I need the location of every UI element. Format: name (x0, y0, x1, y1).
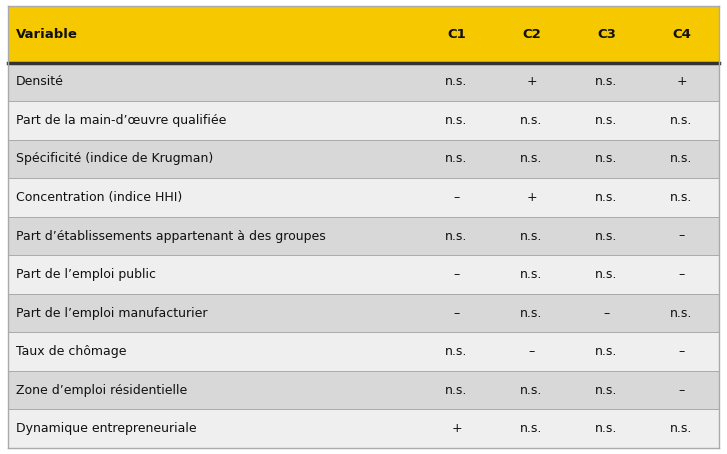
Text: C2: C2 (522, 28, 541, 41)
Text: C3: C3 (597, 28, 616, 41)
Bar (644, 6, 719, 63)
Text: Part d’établissements appartenant à des groupes: Part d’établissements appartenant à des … (16, 230, 326, 242)
Bar (419, 6, 494, 63)
Text: Part de la main-d’œuvre qualifiée: Part de la main-d’œuvre qualifiée (16, 114, 226, 127)
Text: +: + (526, 75, 537, 89)
Text: Part de l’emploi public: Part de l’emploi public (16, 268, 156, 281)
Text: +: + (451, 422, 462, 435)
Bar (8, 140, 719, 178)
Bar (569, 6, 644, 63)
Text: Densité: Densité (16, 75, 64, 89)
Text: n.s.: n.s. (445, 384, 467, 397)
Text: C1: C1 (447, 28, 466, 41)
Bar (8, 63, 719, 101)
Text: +: + (676, 75, 687, 89)
Text: –: – (678, 230, 685, 242)
Text: Concentration (indice HHI): Concentration (indice HHI) (16, 191, 182, 204)
Text: n.s.: n.s. (445, 114, 467, 127)
Text: Dynamique entrepreneuriale: Dynamique entrepreneuriale (16, 422, 196, 435)
Bar (8, 178, 719, 217)
Text: +: + (526, 191, 537, 204)
Text: n.s.: n.s. (521, 230, 542, 242)
Text: n.s.: n.s. (445, 153, 467, 165)
Text: n.s.: n.s. (595, 230, 618, 242)
Text: Taux de chômage: Taux de chômage (16, 345, 126, 358)
Bar (8, 101, 719, 140)
Text: n.s.: n.s. (595, 384, 618, 397)
Text: n.s.: n.s. (595, 75, 618, 89)
Text: –: – (454, 306, 459, 320)
Text: –: – (678, 345, 685, 358)
Text: n.s.: n.s. (595, 345, 618, 358)
Text: –: – (454, 268, 459, 281)
Text: –: – (603, 306, 610, 320)
Text: n.s.: n.s. (595, 191, 618, 204)
Text: n.s.: n.s. (670, 422, 693, 435)
Text: –: – (678, 268, 685, 281)
Text: C4: C4 (672, 28, 691, 41)
Text: n.s.: n.s. (670, 306, 693, 320)
Bar (8, 6, 419, 63)
Text: n.s.: n.s. (521, 384, 542, 397)
Text: n.s.: n.s. (521, 153, 542, 165)
Text: n.s.: n.s. (521, 114, 542, 127)
Text: n.s.: n.s. (445, 75, 467, 89)
Bar (8, 332, 719, 371)
Text: Spécificité (indice de Krugman): Spécificité (indice de Krugman) (16, 153, 213, 165)
Text: n.s.: n.s. (595, 422, 618, 435)
Text: n.s.: n.s. (445, 230, 467, 242)
Text: n.s.: n.s. (521, 268, 542, 281)
Bar (8, 255, 719, 294)
Text: n.s.: n.s. (595, 114, 618, 127)
Text: –: – (678, 384, 685, 397)
Text: –: – (529, 345, 534, 358)
Text: n.s.: n.s. (595, 153, 618, 165)
Text: n.s.: n.s. (521, 306, 542, 320)
Bar (494, 6, 569, 63)
Bar (8, 410, 719, 448)
Text: Zone d’emploi résidentielle: Zone d’emploi résidentielle (16, 384, 188, 397)
Text: n.s.: n.s. (670, 153, 693, 165)
Bar (8, 371, 719, 410)
Bar (8, 217, 719, 255)
Text: n.s.: n.s. (595, 268, 618, 281)
Text: Part de l’emploi manufacturier: Part de l’emploi manufacturier (16, 306, 207, 320)
Text: –: – (454, 191, 459, 204)
Text: n.s.: n.s. (445, 345, 467, 358)
Bar (8, 294, 719, 332)
Text: n.s.: n.s. (670, 114, 693, 127)
Text: n.s.: n.s. (521, 422, 542, 435)
Text: Variable: Variable (16, 28, 78, 41)
Text: n.s.: n.s. (670, 191, 693, 204)
